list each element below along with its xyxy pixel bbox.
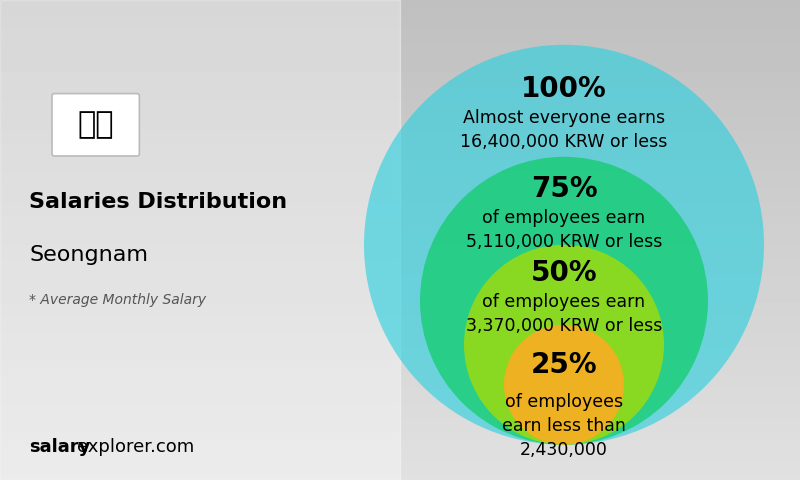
Text: of employees
earn less than
2,430,000: of employees earn less than 2,430,000 bbox=[502, 393, 626, 459]
Text: explorer.com: explorer.com bbox=[77, 438, 194, 456]
Text: 25%: 25% bbox=[530, 351, 598, 379]
Text: salary: salary bbox=[29, 438, 90, 456]
Circle shape bbox=[464, 245, 664, 445]
Bar bbox=[0, 0, 400, 480]
Text: 50%: 50% bbox=[530, 259, 598, 287]
Circle shape bbox=[420, 157, 708, 445]
Circle shape bbox=[504, 325, 624, 445]
FancyBboxPatch shape bbox=[52, 94, 139, 156]
Text: 100%: 100% bbox=[521, 75, 607, 103]
Text: 75%: 75% bbox=[530, 175, 598, 203]
Text: of employees earn
3,370,000 KRW or less: of employees earn 3,370,000 KRW or less bbox=[466, 293, 662, 335]
Text: Almost everyone earns
16,400,000 KRW or less: Almost everyone earns 16,400,000 KRW or … bbox=[460, 109, 668, 151]
Circle shape bbox=[364, 45, 764, 445]
Text: * Average Monthly Salary: * Average Monthly Salary bbox=[29, 293, 206, 307]
Text: of employees earn
5,110,000 KRW or less: of employees earn 5,110,000 KRW or less bbox=[466, 209, 662, 251]
Text: 🇰🇷: 🇰🇷 bbox=[78, 110, 114, 139]
Text: Seongnam: Seongnam bbox=[29, 245, 148, 265]
Text: Salaries Distribution: Salaries Distribution bbox=[29, 192, 287, 212]
